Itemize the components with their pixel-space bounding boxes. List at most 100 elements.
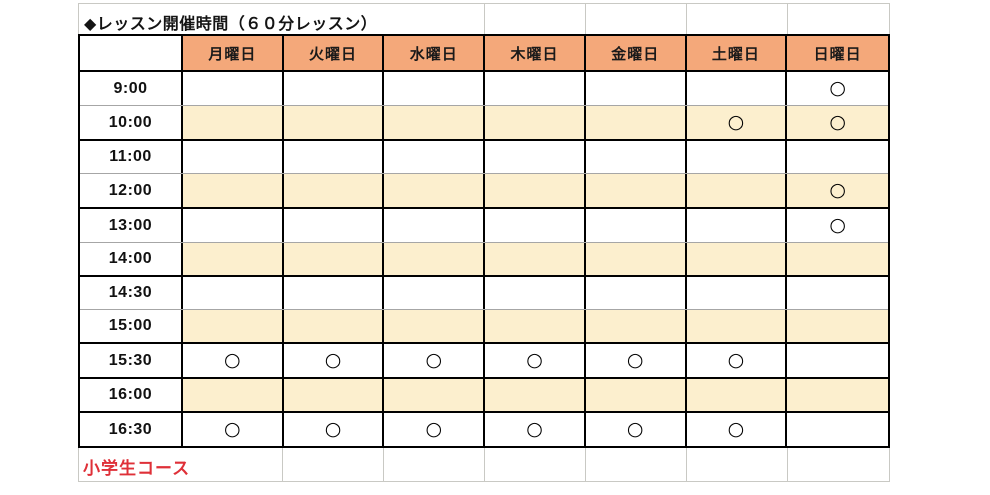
availability-cell-empty	[183, 174, 284, 207]
availability-cell-empty	[585, 379, 687, 411]
footer-row-cell	[182, 448, 283, 481]
title-row-cell	[788, 4, 889, 34]
availability-cell-empty	[183, 243, 284, 275]
schedule-row: 15:30 ○ ○ ○ ○ ○ ○	[80, 342, 888, 377]
availability-cell-empty	[384, 243, 486, 275]
availability-cell-empty	[787, 344, 888, 377]
availability-cell-empty	[183, 310, 284, 342]
available-circle-mark: ○	[526, 349, 543, 371]
availability-cell-empty	[686, 243, 788, 275]
available-circle-mark: ○	[727, 349, 745, 371]
availability-cell-empty	[183, 106, 284, 139]
availability-cell-marked: ○	[686, 106, 788, 139]
availability-cell-empty	[585, 72, 687, 105]
available-circle-mark: ○	[526, 418, 543, 440]
availability-cell-empty	[183, 379, 284, 411]
availability-cell-empty	[283, 277, 385, 309]
title-row: ◆レッスン開催時間（６０分レッスン）	[78, 3, 890, 34]
availability-cell-empty	[384, 277, 486, 309]
time-label: 10:00	[80, 106, 183, 139]
availability-cell-empty	[283, 174, 385, 207]
availability-cell-marked: ○	[686, 413, 788, 446]
available-circle-mark: ○	[626, 349, 644, 371]
available-circle-mark: ○	[224, 418, 241, 440]
availability-cell-marked: ○	[485, 344, 586, 377]
availability-cell-marked: ○	[183, 413, 284, 446]
available-circle-mark: ○	[626, 418, 644, 440]
available-circle-mark: ○	[324, 349, 342, 371]
availability-cell-empty	[485, 243, 586, 275]
footer-row-cell	[687, 448, 788, 481]
available-circle-mark: ○	[727, 111, 745, 133]
schedule-row: 10:00 ○ ○	[80, 105, 888, 139]
available-circle-mark: ○	[727, 418, 745, 440]
availability-cell-empty	[686, 141, 788, 173]
availability-cell-empty	[183, 72, 284, 105]
availability-cell-empty	[686, 209, 788, 242]
time-label: 9:00	[80, 72, 183, 105]
availability-cell-empty	[787, 141, 888, 173]
availability-cell-empty	[787, 379, 888, 411]
availability-cell-empty	[183, 209, 284, 242]
availability-cell-empty	[485, 379, 586, 411]
corner-cell	[80, 36, 183, 70]
availability-cell-empty	[283, 106, 385, 139]
day-header: 木曜日	[485, 36, 586, 70]
availability-cell-empty	[485, 72, 586, 105]
availability-cell-marked: ○	[283, 413, 385, 446]
available-circle-mark: ○	[829, 111, 846, 133]
footer-row: 小学生コース	[78, 448, 890, 482]
availability-cell-empty	[485, 106, 586, 139]
availability-cell-empty	[585, 243, 687, 275]
footer-row-cell	[586, 448, 687, 481]
schedule-row: 14:30	[80, 275, 888, 309]
day-header: 月曜日	[183, 36, 284, 70]
availability-cell-empty	[585, 141, 687, 173]
schedule-row: 14:00	[80, 242, 888, 275]
schedule-row: 9:00 ○	[80, 72, 888, 105]
availability-cell-marked: ○	[787, 174, 888, 207]
availability-cell-empty	[686, 174, 788, 207]
time-label: 15:30	[80, 344, 183, 377]
footer-row-cell	[283, 448, 384, 481]
availability-cell-empty	[384, 174, 486, 207]
availability-cell-empty	[384, 106, 486, 139]
footer-row-cell	[788, 448, 889, 481]
availability-cell-empty	[686, 310, 788, 342]
day-header: 金曜日	[585, 36, 687, 70]
time-label: 11:00	[80, 141, 183, 173]
availability-cell-empty	[283, 243, 385, 275]
availability-cell-empty	[183, 277, 284, 309]
availability-cell-empty	[384, 209, 486, 242]
availability-cell-empty	[585, 310, 687, 342]
availability-cell-empty	[485, 209, 586, 242]
available-circle-mark: ○	[224, 349, 241, 371]
time-label: 12:00	[80, 174, 183, 207]
availability-cell-empty	[283, 141, 385, 173]
day-header: 日曜日	[787, 36, 888, 70]
availability-cell-marked: ○	[787, 106, 888, 139]
availability-cell-marked: ○	[585, 413, 687, 446]
availability-cell-empty	[787, 413, 888, 446]
availability-cell-empty	[485, 174, 586, 207]
availability-cell-empty	[585, 106, 687, 139]
available-circle-mark: ○	[324, 418, 342, 440]
availability-cell-empty	[585, 209, 687, 242]
header-row: 月曜日 火曜日 水曜日 木曜日 金曜日 土曜日 日曜日	[80, 36, 888, 72]
title-row-cell	[384, 4, 485, 34]
availability-cell-empty	[686, 277, 788, 309]
course-label: 小学生コース	[83, 459, 191, 478]
availability-cell-empty	[183, 141, 284, 173]
availability-cell-empty	[787, 243, 888, 275]
availability-cell-empty	[585, 277, 687, 309]
schedule-row: 16:00	[80, 377, 888, 411]
schedule-row: 15:00	[80, 309, 888, 342]
availability-cell-empty	[384, 310, 486, 342]
availability-cell-marked: ○	[787, 209, 888, 242]
footer-row-cell	[485, 448, 586, 481]
available-circle-mark: ○	[829, 77, 846, 99]
availability-cell-empty	[485, 310, 586, 342]
availability-cell-marked: ○	[283, 344, 385, 377]
time-label: 14:30	[80, 277, 183, 309]
availability-cell-empty	[485, 141, 586, 173]
